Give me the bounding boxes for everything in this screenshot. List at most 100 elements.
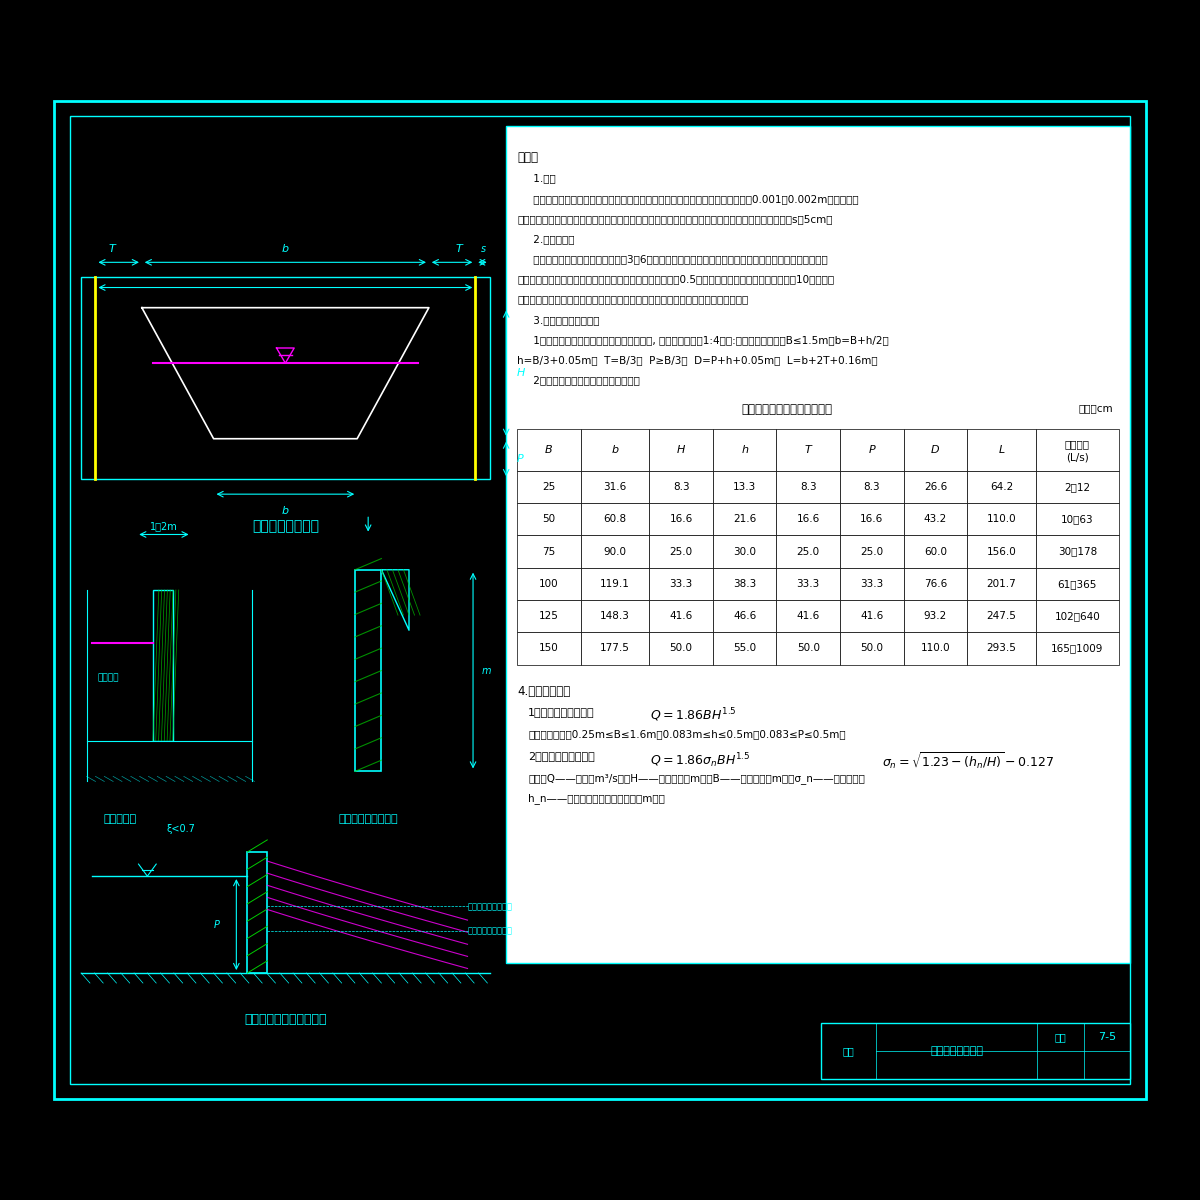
Text: b: b <box>282 506 289 516</box>
Text: 33.3: 33.3 <box>670 578 692 589</box>
Text: 下游水位（自由流）: 下游水位（自由流） <box>468 926 512 935</box>
Text: 8.3: 8.3 <box>673 482 689 492</box>
Text: 水尺零点高程用水准仪确定。当堰顶宽与行近渠宽之比大于0.5时，行近渠槽的长度至少应为槽宽的10倍。行近: 水尺零点高程用水准仪确定。当堰顶宽与行近渠宽之比大于0.5时，行近渠槽的长度至少… <box>517 275 834 284</box>
Text: 1）自由流流量公式：: 1）自由流流量公式： <box>528 707 595 716</box>
Text: 50.0: 50.0 <box>797 643 820 653</box>
Text: 201.7: 201.7 <box>986 578 1016 589</box>
Bar <box>713 428 776 470</box>
Text: 13.3: 13.3 <box>733 482 756 492</box>
Bar <box>776 503 840 535</box>
Text: 1.构造: 1.构造 <box>517 174 556 184</box>
Bar <box>713 535 776 568</box>
Text: T: T <box>108 245 115 254</box>
Bar <box>517 568 581 600</box>
Bar <box>904 503 967 535</box>
Text: P: P <box>517 454 524 464</box>
Bar <box>1036 428 1118 470</box>
Polygon shape <box>382 570 409 630</box>
Bar <box>967 535 1036 568</box>
Text: 2）淹没流流量公式：: 2）淹没流流量公式： <box>528 751 595 761</box>
Text: T: T <box>805 445 811 455</box>
Text: 76.6: 76.6 <box>924 578 947 589</box>
Text: 16.6: 16.6 <box>860 515 883 524</box>
Text: 公式适用范围：0.25m≤B≤1.6m，0.083m≤h≤0.5m，0.083≤P≤0.5m。: 公式适用范围：0.25m≤B≤1.6m，0.083m≤h≤0.5m，0.083≤… <box>528 730 846 739</box>
Bar <box>840 568 904 600</box>
Text: L: L <box>998 445 1004 455</box>
Bar <box>904 470 967 503</box>
Text: 50.0: 50.0 <box>670 643 692 653</box>
Text: ξ<0.7: ξ<0.7 <box>167 824 196 834</box>
Bar <box>581 535 649 568</box>
Text: 2）梯形量水薄壁堰几何尺寸见下表。: 2）梯形量水薄壁堰几何尺寸见下表。 <box>517 376 640 385</box>
Bar <box>1036 535 1118 568</box>
Bar <box>581 600 649 632</box>
Text: h: h <box>742 445 748 455</box>
Text: 61～365: 61～365 <box>1057 578 1097 589</box>
Text: 60.0: 60.0 <box>924 547 947 557</box>
Bar <box>904 568 967 600</box>
Text: B: B <box>545 445 553 455</box>
Text: $Q = 1.86BH^{1.5}$: $Q = 1.86BH^{1.5}$ <box>649 707 737 725</box>
Bar <box>713 568 776 600</box>
Bar <box>967 632 1036 665</box>
Text: 堰口断面图: 堰口断面图 <box>103 814 137 823</box>
Text: $Q = 1.86\sigma_n BH^{1.5}$: $Q = 1.86\sigma_n BH^{1.5}$ <box>649 751 750 770</box>
Bar <box>82 277 490 479</box>
Bar <box>517 470 581 503</box>
Text: 8.3: 8.3 <box>800 482 816 492</box>
Bar <box>581 470 649 503</box>
Text: 50.0: 50.0 <box>860 643 883 653</box>
Text: 150: 150 <box>539 643 559 653</box>
Bar <box>776 535 840 568</box>
Text: 33.3: 33.3 <box>797 578 820 589</box>
Bar <box>506 126 1130 962</box>
Bar <box>713 600 776 632</box>
Bar <box>776 568 840 600</box>
Bar <box>517 428 581 470</box>
Text: 梯形薄壁堰设计图: 梯形薄壁堰设计图 <box>252 520 319 533</box>
Bar <box>581 568 649 600</box>
Text: 7-5: 7-5 <box>1098 1032 1116 1043</box>
Text: 26.6: 26.6 <box>924 482 947 492</box>
Bar <box>517 600 581 632</box>
Bar <box>649 535 713 568</box>
Text: P: P <box>869 445 875 455</box>
Text: 165～1009: 165～1009 <box>1051 643 1104 653</box>
Text: 60.8: 60.8 <box>604 515 626 524</box>
Text: D: D <box>931 445 940 455</box>
Text: 43.2: 43.2 <box>924 515 947 524</box>
Text: 21.6: 21.6 <box>733 515 756 524</box>
Text: 小型薄壁量水堰堰板可用钢板或木板制成，木制堰板的堰口需加薄铁皮（厚度为0.001～0.002m），大型薄: 小型薄壁量水堰堰板可用钢板或木板制成，木制堰板的堰口需加薄铁皮（厚度为0.001… <box>517 193 859 204</box>
Text: (L/s): (L/s) <box>1066 452 1088 463</box>
Text: H: H <box>517 368 526 378</box>
Text: 293.5: 293.5 <box>986 643 1016 653</box>
Bar <box>840 470 904 503</box>
Bar <box>713 470 776 503</box>
Text: 110.0: 110.0 <box>920 643 950 653</box>
Bar <box>904 428 967 470</box>
Text: 2～12: 2～12 <box>1064 482 1091 492</box>
Bar <box>904 600 967 632</box>
Bar <box>713 632 776 665</box>
Text: 177.5: 177.5 <box>600 643 630 653</box>
Text: 水头测量断面应设置在距堰口上游3～6倍堰顶最大水头处。薄壁量水堰水尺零点高程与堰顶高程应相同，: 水头测量断面应设置在距堰口上游3～6倍堰顶最大水头处。薄壁量水堰水尺零点高程与堰… <box>517 254 828 264</box>
Bar <box>86 742 252 781</box>
Bar <box>649 600 713 632</box>
Text: 50: 50 <box>542 515 556 524</box>
Bar <box>517 535 581 568</box>
Bar <box>1036 470 1118 503</box>
Text: 64.2: 64.2 <box>990 482 1013 492</box>
Text: 110.0: 110.0 <box>986 515 1016 524</box>
Text: m: m <box>482 666 491 676</box>
Bar <box>967 428 1036 470</box>
Bar <box>649 632 713 665</box>
Text: b: b <box>612 445 618 455</box>
Bar <box>1036 503 1118 535</box>
Bar <box>904 535 967 568</box>
Text: s: s <box>480 245 486 254</box>
Bar <box>581 503 649 535</box>
Text: 1～2m: 1～2m <box>150 522 178 532</box>
Text: 46.6: 46.6 <box>733 611 756 622</box>
Bar <box>840 503 904 535</box>
Bar <box>967 470 1036 503</box>
